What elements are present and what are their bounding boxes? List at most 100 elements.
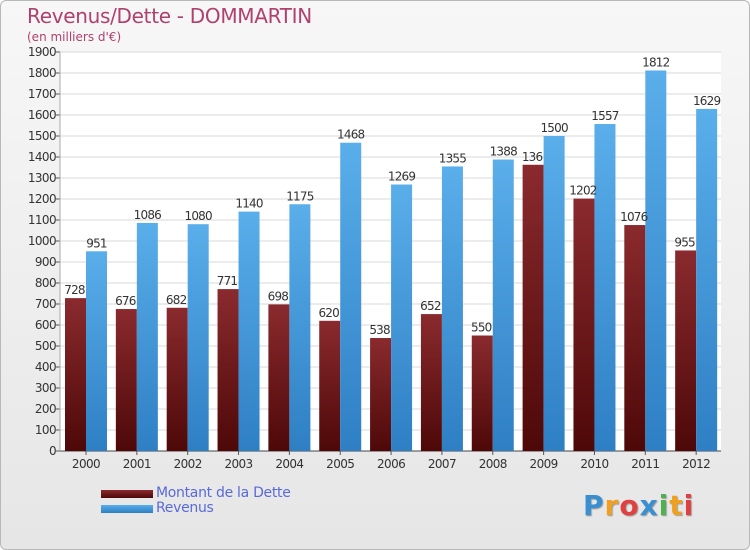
data-label: 1388: [490, 145, 518, 159]
y-tick-label: 300: [35, 381, 56, 395]
y-tick-label: 1600: [28, 108, 56, 122]
data-label: 682: [166, 293, 187, 307]
x-tick-label: 2005: [326, 457, 354, 471]
y-tick-label: 400: [35, 360, 56, 374]
data-label: 1202: [569, 184, 597, 198]
bar-dette: [624, 225, 646, 451]
bars: [65, 70, 718, 451]
bar-revenus: [86, 251, 107, 451]
y-tick-label: 700: [35, 297, 56, 311]
data-labels: 728 951 676 1086 682 1080 771 1140 698 1175 620 146…: [64, 55, 721, 337]
y-tick-label: 1300: [28, 171, 56, 185]
x-tick-label: 2007: [428, 457, 456, 471]
data-label: 1140: [235, 197, 263, 211]
x-axis-ticks: 2000 2001 2002 2003 2004 2005 2006 2007 2008 2009…: [72, 451, 711, 471]
logo-letter: x: [639, 489, 659, 522]
bar-dette: [675, 250, 697, 451]
data-label: 1468: [337, 128, 365, 142]
bar-dette: [522, 164, 544, 451]
y-tick-label: 200: [35, 402, 56, 416]
bar-dette: [471, 335, 493, 451]
data-label: 951: [86, 236, 107, 250]
x-tick-label: 2012: [682, 457, 710, 471]
x-tick-label: 2002: [174, 457, 202, 471]
data-label: 1500: [540, 121, 568, 135]
y-tick-label: 1200: [28, 192, 56, 206]
chart-subtitle: (en milliers d'€): [27, 30, 122, 44]
data-label: 550: [471, 321, 492, 335]
data-label: 955: [674, 235, 695, 249]
data-label: 136: [522, 150, 543, 164]
logo-letter: P: [583, 489, 605, 522]
data-label: 652: [420, 299, 441, 313]
proxiti-logo: Proxiti: [583, 489, 694, 522]
data-label: 676: [115, 294, 136, 308]
x-tick-label: 2003: [224, 457, 252, 471]
y-tick-label: 0: [49, 444, 56, 458]
bar-revenus: [136, 222, 158, 451]
bar-dette: [573, 198, 595, 451]
legend-swatch-revenus: [101, 505, 153, 513]
bar-revenus: [594, 124, 616, 451]
legend-label-dette: Montant de la Dette: [156, 485, 291, 501]
y-tick-label: 800: [35, 276, 56, 290]
bar-dette: [370, 338, 392, 451]
data-label: 1175: [286, 189, 314, 203]
y-tick-label: 1700: [28, 87, 56, 101]
y-tick-label: 1500: [28, 129, 56, 143]
chart-title: Revenus/Dette - DOMMARTIN: [27, 4, 312, 28]
bar-revenus: [187, 224, 209, 451]
bar-dette: [420, 314, 442, 451]
y-tick-label: 1100: [28, 213, 56, 227]
bar-revenus: [289, 204, 311, 451]
bar-dette: [268, 304, 290, 451]
y-tick-label: 900: [35, 255, 56, 269]
data-label: 771: [217, 274, 238, 288]
logo-letter: r: [604, 489, 620, 522]
data-label: 1086: [134, 208, 162, 222]
data-label: 1269: [388, 170, 416, 184]
y-tick-label: 1000: [28, 234, 56, 248]
y-tick-label: 600: [35, 318, 56, 332]
data-label: 620: [318, 306, 339, 320]
bar-dette: [217, 289, 239, 451]
data-label: 728: [64, 283, 85, 297]
bar-dette: [319, 320, 341, 451]
x-tick-label: 2001: [123, 457, 151, 471]
bar-revenus: [543, 136, 565, 451]
bar-revenus: [492, 159, 514, 451]
legend-swatch-dette: [101, 490, 153, 498]
data-label: 1629: [693, 94, 721, 108]
y-tick-label: 500: [35, 339, 56, 353]
bar-revenus: [391, 184, 413, 451]
x-tick-label: 2010: [580, 457, 608, 471]
logo-letter: i: [683, 489, 695, 522]
data-label: 1355: [439, 151, 467, 165]
x-tick-label: 2006: [377, 457, 405, 471]
x-tick-label: 2004: [275, 457, 303, 471]
bar-revenus: [696, 108, 718, 451]
y-tick-label: 1900: [28, 45, 56, 59]
legend-label-revenus: Revenus: [156, 500, 214, 516]
bar-dette: [65, 298, 86, 451]
logo-letter: t: [669, 489, 684, 522]
bar-revenus: [238, 211, 260, 451]
bar-revenus: [441, 166, 463, 451]
bar-dette: [166, 307, 188, 451]
y-axis-ticks: 0 100 200 300 400 500 600 700 800 900 1000 1100 1200…: [28, 45, 57, 458]
x-tick-label: 2008: [479, 457, 507, 471]
x-tick-label: 2000: [72, 457, 100, 471]
y-tick-label: 100: [35, 423, 56, 437]
logo-letter: o: [619, 489, 640, 522]
x-tick-label: 2011: [631, 457, 659, 471]
bar-revenus: [645, 70, 667, 451]
data-label: 538: [369, 323, 390, 337]
data-label: 1557: [591, 109, 619, 123]
data-label: 1080: [185, 209, 213, 223]
data-label: 1812: [642, 55, 670, 69]
x-tick-label: 2009: [530, 457, 558, 471]
bar-dette: [115, 309, 137, 451]
logo-letter: i: [658, 489, 670, 522]
